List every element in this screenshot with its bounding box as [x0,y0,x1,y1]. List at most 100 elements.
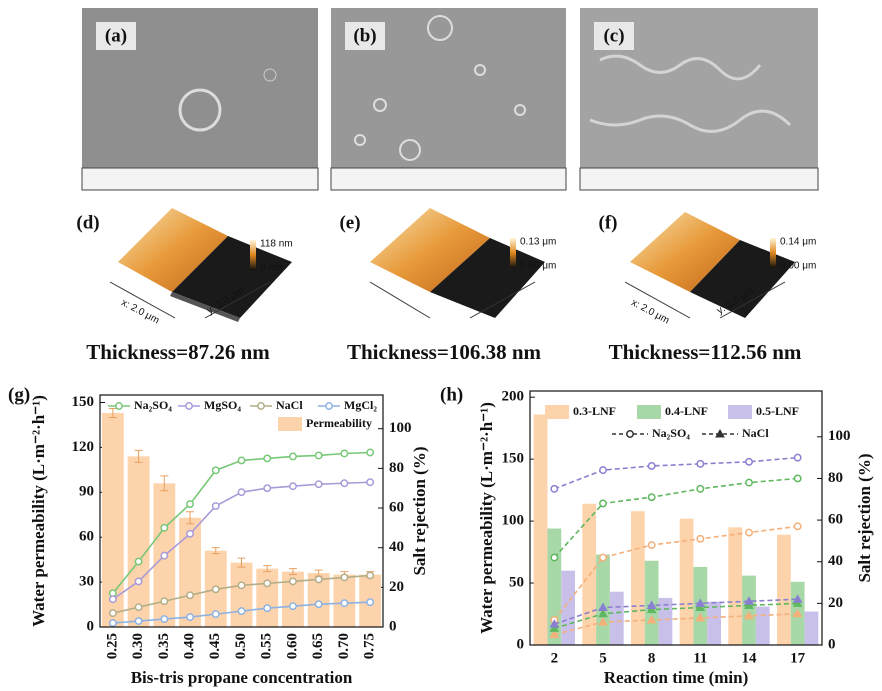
point [238,582,244,588]
point [600,554,606,560]
y2-tick-label: 60 [828,512,843,528]
panel-label: (a) [105,25,127,46]
point [794,475,800,481]
x-tick-label: 17 [790,650,806,666]
point [600,500,606,506]
z-max-label: 0.13 μm [520,237,556,248]
y-tick-label: 50 [509,574,524,590]
point [648,542,654,548]
legend-swatch [278,417,302,431]
point [110,596,116,602]
afm-image: (f) 0.14 μm 0.00 μm x: 2.0 μm y: 2.0 μm … [599,212,817,364]
point [367,449,373,455]
y2-tick-label: 0 [389,618,397,634]
y2-tick-label: 20 [389,579,404,595]
thickness-label: Thickness=87.26 nm [86,340,270,364]
legend-label: MgCl₂ [344,398,377,412]
point [367,572,373,578]
z-min-label: 0.00 μm [780,261,816,272]
point [264,580,270,586]
legend-label: Na₂SO₄ [134,398,172,412]
bar [561,571,575,645]
y2-tick-label: 0 [828,636,836,652]
panel-label: (b) [353,25,376,46]
legend-swatch [637,405,661,419]
y2-tick-label: 100 [828,428,851,444]
x-tick-label: 5 [599,650,607,666]
y-tick-label: 0 [517,636,525,652]
point [213,467,219,473]
point [794,523,800,529]
x-tick-label: 0.55 [259,633,275,659]
thickness-label: Thickness=112.56 nm [609,340,802,364]
bar [534,415,548,645]
point [213,586,219,592]
point [264,455,270,461]
point [367,599,373,605]
panel-label: (d) [76,212,99,233]
panel-label: (e) [339,212,360,233]
point [187,501,193,507]
point [161,616,167,622]
legend-label: 0.5-LNF [756,404,799,418]
figure: (a) (b) (c) (d) 118 nm 0 nm x: 2.0 μm y:… [0,0,882,691]
y-tick-label: 200 [502,389,525,405]
point [187,531,193,537]
panel-label: (h) [440,384,463,405]
x-tick-label: 0.45 [207,633,223,659]
point [213,611,219,617]
point [648,463,654,469]
point [697,536,703,542]
point [794,454,800,460]
bar [256,569,278,627]
legend-swatch [545,405,569,419]
bar [596,555,610,645]
legend-label: 0.4-LNF [665,404,708,418]
sem-image: (c) [580,8,818,190]
point [161,552,167,558]
point [315,601,321,607]
point [238,489,244,495]
x-tick-label: 8 [648,650,656,666]
z-max-label: 0.14 μm [780,237,816,248]
point [315,576,321,582]
y-tick-label: 100 [502,513,525,529]
point [600,467,606,473]
point [648,494,654,500]
point [551,554,557,560]
x-tick-label: 0.30 [130,633,146,659]
bar [756,607,770,645]
point [290,453,296,459]
y2-tick-label: 20 [828,595,843,611]
y-tick-label: 30 [79,574,94,590]
point [290,578,296,584]
point [110,610,116,616]
point [315,452,321,458]
point [213,503,219,509]
point [697,461,703,467]
bar [742,576,756,645]
y-axis-title: Water permeability (L·m⁻²·h⁻¹) [477,402,496,634]
point [341,480,347,486]
point [135,558,141,564]
x-tick-label: 0.25 [104,633,120,659]
legend-marker [258,403,264,409]
legend-label: NaCl [276,398,303,412]
point [746,479,752,485]
bar [728,527,742,645]
point [135,618,141,624]
point [238,457,244,463]
y2-axis-title: Salt rejection (%) [410,446,429,575]
y-tick-label: 0 [87,618,95,634]
legend-marker [116,403,122,409]
afm-image: (d) 118 nm 0 nm x: 2.0 μm y: 2.0 μm Thic… [76,208,292,364]
x-tick-label: 0.65 [310,633,326,659]
y-tick-label: 60 [79,529,94,545]
x-tick-label: 0.70 [336,633,352,659]
point [341,600,347,606]
point [264,485,270,491]
legend-label: MgSO₄ [204,398,241,412]
point [135,578,141,584]
thickness-label: Thickness=106.38 nm [347,340,542,364]
bar [610,592,624,645]
